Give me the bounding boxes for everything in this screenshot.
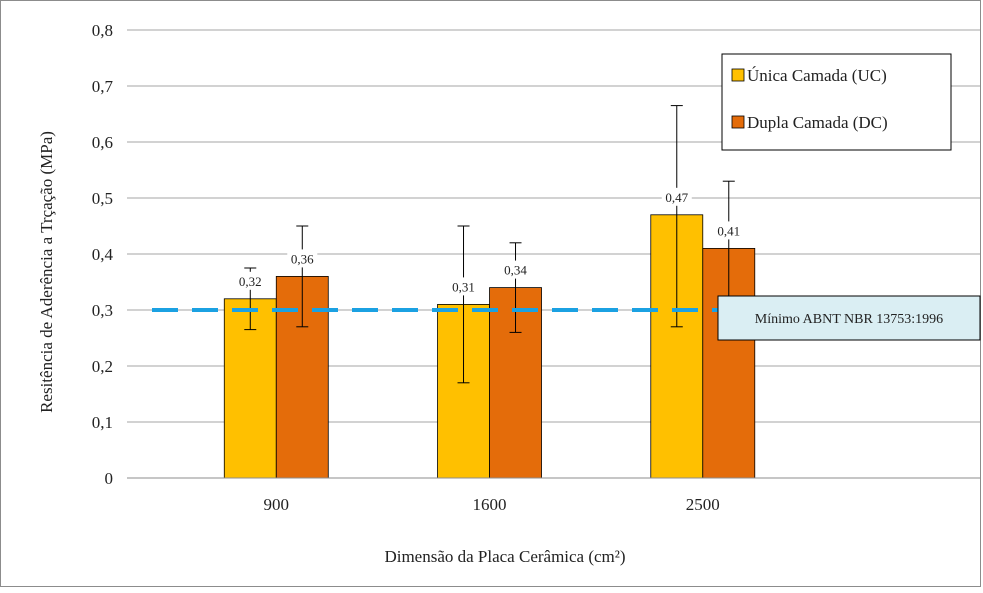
y-axis-title: Resitência de Aderência a Trçação (MPa) [37,131,56,413]
y-tick-label: 0,5 [92,189,113,208]
y-tick-label: 0,8 [92,21,113,40]
error-bars [244,105,735,384]
x-tick-labels: 900 1600 2500 [264,495,720,514]
reference-label-box [717,295,981,341]
x-tick-label: 900 [264,495,290,514]
data-label-bg [448,277,479,296]
reference-line-group: Mínimo ABNT NBR 13753:1996 [152,295,981,341]
y-tick-label: 0,6 [92,133,113,152]
y-tick-label: 0,7 [92,77,114,96]
y-tick-label: 0,4 [92,245,114,264]
legend-label-uc: Única Camada (UC) [747,66,887,85]
reference-label: Mínimo ABNT NBR 13753:1996 [755,312,943,327]
data-label: 0,31 [452,279,475,294]
data-labels: 0,32 0,36 0,31 0,34 0,47 0,41 [235,187,744,296]
data-label-bg [713,221,744,240]
y-tick-label: 0,1 [92,413,113,432]
data-label: 0,34 [504,263,527,278]
legend-label-dc: Dupla Camada (DC) [747,113,888,132]
y-tick-label: 0 [105,469,114,488]
data-label-bg [500,260,531,279]
data-label: 0,47 [665,190,688,205]
y-tick-labels: 0 0,1 0,2 0,3 0,4 0,5 0,6 0,7 0,8 [92,21,114,488]
y-tick-label: 0,2 [92,357,113,376]
data-label-bg [661,187,692,206]
legend: Única Camada (UC) Dupla Camada (DC) [721,53,952,151]
legend-box [721,53,952,151]
data-label: 0,41 [717,223,740,238]
y-tick-label: 0,3 [92,301,113,320]
data-label-bg [287,249,318,268]
data-label-bg [235,271,266,290]
x-axis-title: Dimensão da Placa Cerâmica (cm²) [384,547,625,566]
data-label: 0,32 [239,274,262,289]
data-label: 0,36 [291,251,314,266]
legend-swatch-dc [731,115,745,129]
x-tick-label: 2500 [686,495,720,514]
x-tick-label: 1600 [473,495,507,514]
legend-swatch-uc [731,68,745,82]
